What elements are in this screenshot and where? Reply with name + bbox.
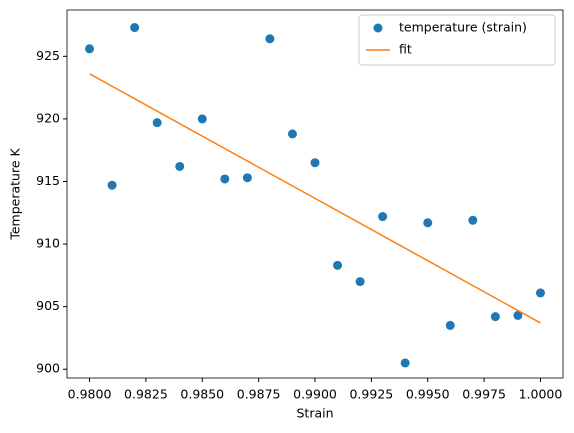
scatter-point bbox=[85, 44, 95, 54]
x-tick-label: 0.9850 bbox=[180, 387, 224, 402]
plot-frame bbox=[66, 9, 564, 379]
scatter-point bbox=[468, 215, 478, 225]
scatter-point bbox=[287, 129, 297, 139]
y-tick-label: 925 bbox=[36, 48, 60, 63]
y-tick-label: 920 bbox=[36, 110, 60, 125]
scatter-point bbox=[130, 23, 140, 33]
scatter-point bbox=[107, 180, 117, 190]
scatter-point bbox=[197, 114, 207, 124]
y-axis-label: Temperature K bbox=[8, 148, 23, 241]
legend-box bbox=[358, 14, 556, 66]
scatter-point bbox=[265, 34, 275, 44]
x-tick-label: 0.9925 bbox=[349, 387, 393, 402]
y-tick-label: 900 bbox=[36, 361, 60, 376]
scatter-point bbox=[220, 174, 230, 184]
scatter-point bbox=[535, 288, 545, 298]
scatter-point bbox=[378, 212, 388, 222]
scatter-point bbox=[175, 161, 185, 171]
scatter-point bbox=[490, 312, 500, 322]
y-tick-label: 910 bbox=[36, 236, 60, 251]
x-tick-label: 0.9825 bbox=[124, 387, 168, 402]
scatter-point bbox=[355, 277, 365, 287]
scatter-point bbox=[333, 260, 343, 270]
scatter-point bbox=[400, 358, 410, 368]
scatter-point bbox=[445, 320, 455, 330]
scatter-point bbox=[152, 118, 162, 128]
x-tick-label: 1.0000 bbox=[519, 387, 563, 402]
scatter-point bbox=[513, 310, 523, 320]
legend-swatch bbox=[373, 23, 383, 33]
y-tick-label: 915 bbox=[36, 173, 60, 188]
x-tick-label: 0.9875 bbox=[237, 387, 281, 402]
scatter-point bbox=[242, 173, 252, 183]
x-tick-label: 0.9900 bbox=[293, 387, 337, 402]
legend-label: fit bbox=[399, 42, 412, 57]
scatter-point bbox=[423, 218, 433, 228]
x-axis-label: Strain bbox=[296, 406, 333, 421]
legend-label: temperature (strain) bbox=[399, 20, 527, 35]
x-tick-label: 0.9800 bbox=[68, 387, 112, 402]
scatter-point bbox=[310, 158, 320, 168]
y-tick-label: 905 bbox=[36, 298, 60, 313]
fit-line bbox=[89, 73, 541, 324]
x-tick-label: 0.9950 bbox=[406, 387, 450, 402]
x-tick-label: 0.9975 bbox=[462, 387, 506, 402]
